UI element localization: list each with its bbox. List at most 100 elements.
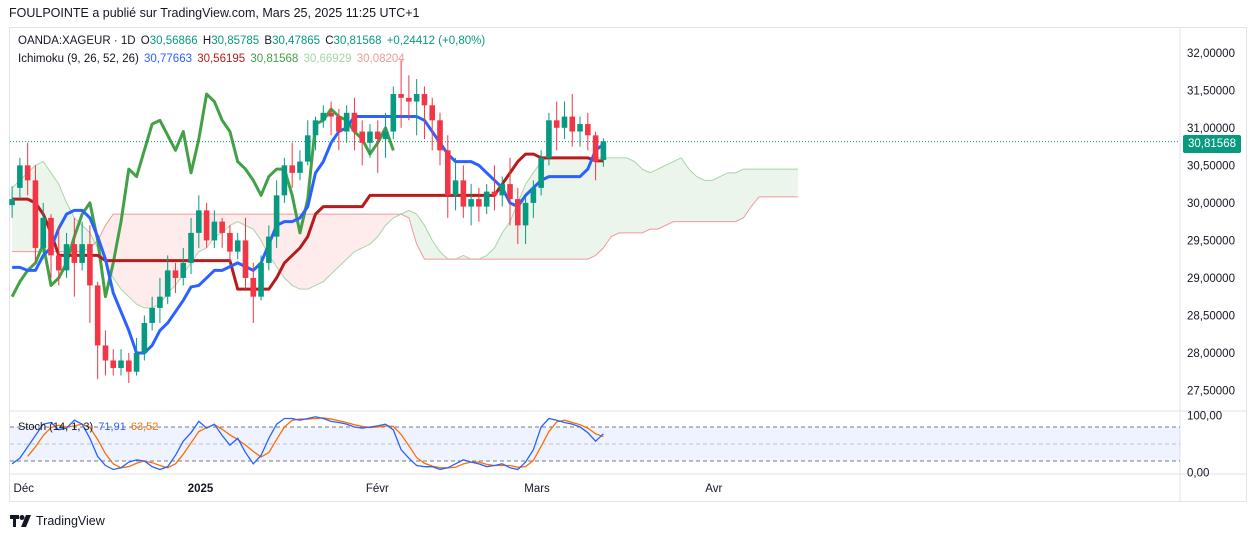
cloud-segment: [556, 157, 565, 260]
cloud-segment: [587, 157, 596, 260]
candle: [413, 79, 420, 136]
candle: [499, 176, 506, 207]
candle-body: [24, 165, 31, 181]
x-tick-label: 2025: [188, 483, 214, 495]
candle: [374, 120, 381, 173]
cloud-segment: [245, 214, 254, 230]
candle: [87, 225, 93, 323]
cloud-segment: [486, 247, 495, 260]
candle-body: [234, 240, 241, 252]
candle-body: [390, 94, 397, 132]
tradingview-logo[interactable]: TradingView: [10, 514, 105, 528]
candle: [437, 112, 443, 166]
candle: [172, 262, 179, 293]
chikou-span-line: [10, 92, 395, 299]
y-tick-label: 27,50000: [1187, 385, 1235, 397]
cloud-segment: [338, 214, 347, 267]
candle-body: [374, 131, 381, 140]
candle-body: [87, 244, 93, 286]
cloud-segment: [346, 214, 355, 260]
cloud-segment: [19, 172, 28, 252]
candle: [133, 337, 140, 376]
candle: [553, 101, 560, 151]
cloud-segment: [720, 172, 728, 222]
candle: [71, 217, 78, 297]
cloud-segment: [74, 217, 83, 252]
candle: [196, 195, 202, 248]
candle-body: [421, 94, 428, 106]
candle: [266, 225, 272, 271]
candle-body: [515, 199, 521, 226]
grid-layer: [9, 27, 1247, 502]
senkou-span-b-line: [12, 196, 798, 260]
candle-body: [351, 112, 358, 132]
candle: [157, 277, 163, 323]
candle-body: [367, 131, 373, 143]
candle-body: [126, 360, 132, 372]
chart-frame: [9, 27, 1247, 502]
kijun-value: 30,56195: [197, 53, 246, 65]
candle: [141, 315, 148, 361]
candle-body: [491, 191, 498, 196]
candle: [538, 150, 544, 196]
candle: [460, 165, 467, 218]
candle-body: [242, 240, 249, 278]
candle: [149, 296, 155, 331]
stoch-legend[interactable]: Stoch (14, 1, 3) 71,91 63,52: [18, 421, 160, 433]
candle: [48, 214, 54, 278]
cloud-segment: [634, 161, 643, 233]
stoch-k-value: 71,91: [98, 421, 126, 433]
candle-body: [211, 221, 218, 241]
candle: [390, 86, 397, 140]
candle: [444, 135, 451, 218]
candle: [429, 97, 436, 151]
candle-body: [71, 244, 78, 263]
candle-body: [460, 180, 467, 207]
candle-body: [530, 187, 537, 203]
x-tick-label: Avr: [705, 483, 722, 495]
candle: [343, 105, 350, 143]
ichimoku-cloud: [11, 157, 798, 309]
candle: [242, 217, 249, 290]
candle: [234, 232, 241, 260]
x-tick-label: Mars: [524, 483, 550, 495]
candle-body: [203, 210, 210, 241]
stochastic-pane: [10, 416, 1180, 471]
candle-body: [55, 255, 62, 271]
cloud-segment: [299, 214, 308, 290]
candle-body: [577, 124, 583, 132]
candle: [17, 157, 23, 200]
cloud-segment: [377, 214, 386, 237]
candle-body: [304, 135, 311, 162]
cloud-segment: [650, 169, 658, 230]
cloud-segment: [315, 214, 324, 286]
candle: [600, 138, 607, 167]
symbol-label[interactable]: OANDA:XAGEUR · 1D: [18, 35, 136, 47]
candle-body: [507, 184, 513, 200]
candle: [304, 120, 311, 166]
candle-body: [312, 120, 319, 136]
cloud-segment: [494, 232, 503, 260]
candle-body: [9, 199, 15, 206]
candle: [55, 225, 62, 286]
open-value: 30,56866: [149, 35, 198, 47]
candle: [40, 202, 47, 260]
candle: [592, 131, 599, 181]
candle-body: [258, 262, 264, 297]
high-value: 30,85785: [211, 35, 260, 47]
candle-body: [40, 217, 47, 248]
ichimoku-legend[interactable]: Ichimoku (9, 26, 52, 26) 30,77663 30,561…: [18, 53, 407, 65]
candle-body: [483, 191, 490, 207]
candle-body: [17, 165, 23, 188]
cloud-segment: [548, 157, 557, 260]
candle-body: [141, 322, 148, 353]
candle: [382, 112, 389, 158]
cloud-segment: [284, 214, 293, 286]
cloud-segment: [727, 172, 736, 222]
candle-body: [102, 345, 109, 361]
candle-body: [359, 131, 365, 143]
cloud-segment: [564, 157, 573, 260]
candle: [515, 187, 521, 245]
cloud-segment: [369, 214, 378, 245]
